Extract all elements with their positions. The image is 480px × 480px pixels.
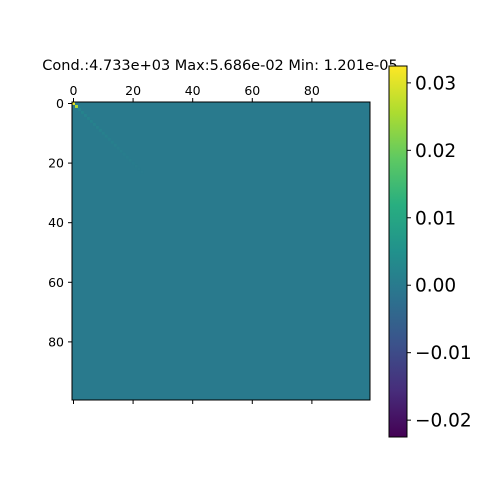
- y-axis: 0 20 40 60 80: [48, 96, 72, 349]
- diagonal-cell: [116, 146, 120, 150]
- x-tick-label: 20: [125, 83, 141, 98]
- colorbar-tick-label: 0.03: [415, 73, 456, 94]
- x-tick-label: 0: [70, 83, 78, 98]
- colorbar-tick-label: −0.01: [415, 343, 472, 364]
- colorbar-ticks: 0.03 0.02 0.01 0.00 −0.01 −0.02: [407, 73, 472, 432]
- diagonal-cell: [80, 110, 84, 114]
- diagonal-cell: [92, 122, 96, 126]
- diagonal-cell: [77, 107, 81, 111]
- diagonal-cell: [104, 134, 108, 138]
- colorbar-tick-label: 0.00: [415, 276, 456, 297]
- y-tick-label: 80: [48, 334, 64, 349]
- x-axis-bottom: [72, 400, 313, 404]
- diagonal-cell: [131, 161, 135, 165]
- x-axis-top: 0 20 40 60 80: [70, 83, 320, 102]
- diagonal-cell: [125, 155, 129, 159]
- diagonal-cell: [101, 131, 105, 135]
- plot-frame: [71, 101, 371, 401]
- y-tick-label: 0: [56, 96, 64, 111]
- diagonal-cell: [86, 116, 90, 120]
- chart-title: Cond.:4.733e+03 Max:5.686e-02 Min: 1.201…: [42, 58, 397, 74]
- diagonal-cell: [113, 143, 117, 147]
- diagonal-cell: [134, 164, 138, 168]
- diagonal-cell: [83, 113, 87, 117]
- colorbar-tick-label: −0.02: [415, 411, 472, 432]
- diagonal-cell: [110, 140, 114, 144]
- diagonal-cell: [122, 152, 126, 156]
- colorbar: 0.03 0.02 0.01 0.00 −0.01 −0.02: [388, 65, 472, 438]
- heatmap-plot: 0 20 40 60 80 0 20 40 60 80: [48, 83, 371, 404]
- x-tick-label: 60: [244, 83, 260, 98]
- diagonal-cell: [128, 158, 132, 162]
- heatmap-cells: [72, 102, 144, 174]
- y-tick-label: 40: [48, 215, 64, 230]
- colorbar-gradient: [389, 66, 407, 437]
- diagonal-cell: [98, 128, 102, 132]
- x-tick-label: 40: [185, 83, 201, 98]
- colorbar-tick-label: 0.02: [415, 141, 456, 162]
- y-tick-label: 60: [48, 275, 64, 290]
- x-tick-label: 80: [304, 83, 320, 98]
- diagonal-cell: [140, 170, 144, 174]
- diagonal-cell: [119, 149, 123, 153]
- highlight-cell: [74, 104, 78, 108]
- colorbar-frame: [388, 65, 408, 438]
- highlight-cell: [72, 102, 75, 105]
- diagonal-cell: [107, 137, 111, 141]
- diagonal-cell: [89, 119, 93, 123]
- diagonal-cell: [95, 125, 99, 129]
- diagonal-cell: [137, 167, 141, 171]
- colorbar-tick-label: 0.01: [415, 208, 456, 229]
- y-tick-label: 20: [48, 156, 64, 171]
